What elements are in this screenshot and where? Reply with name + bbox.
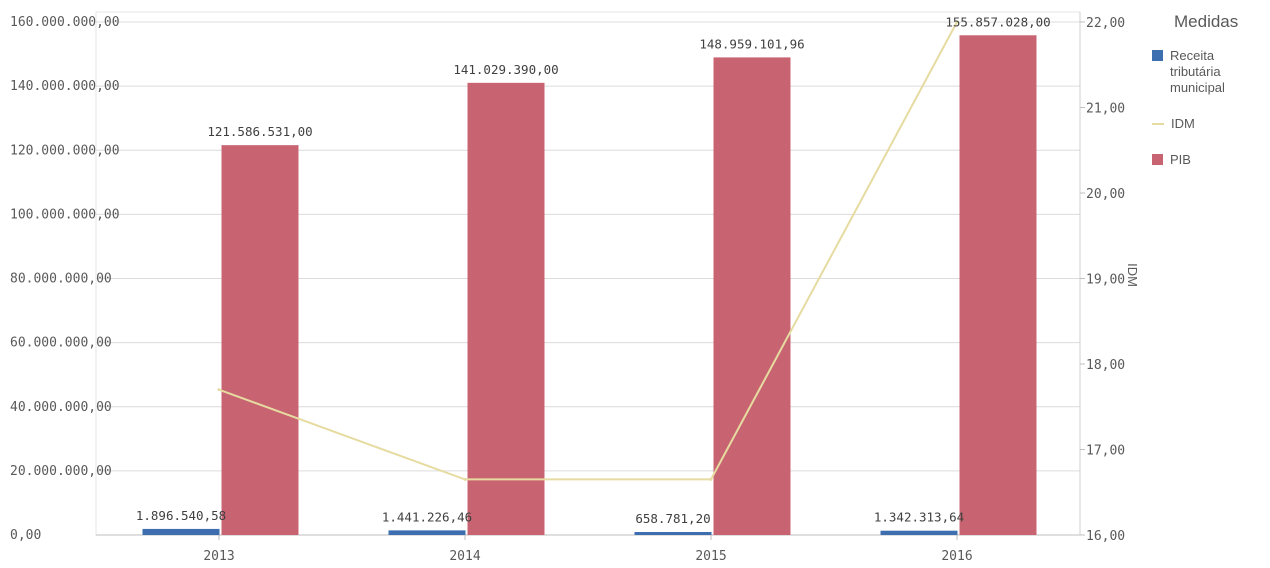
left-tick-label: 0,00 (10, 528, 41, 543)
data-label-pib-2015: 148.959.101,96 (699, 36, 804, 51)
x-tick-label: 2015 (695, 549, 726, 564)
bar-receita-2016 (880, 530, 958, 535)
legend-item-receita[interactable]: Receita tributária municipal (1152, 48, 1268, 96)
bar-receita-2013 (142, 528, 220, 535)
x-axis-ticks: 2013 2014 2015 2016 (203, 535, 973, 564)
legend-label-idm: IDM (1171, 116, 1195, 131)
left-tick-label: 140.000.000,00 (10, 79, 120, 94)
left-tick-label: 120.000.000,00 (10, 143, 120, 158)
legend: Medidas Receita tributária municipal IDM… (1152, 12, 1268, 188)
x-tick-label: 2014 (449, 549, 480, 564)
left-tick-label: 40.000.000,00 (10, 400, 112, 415)
x-tick-label: 2013 (203, 549, 234, 564)
idm-line (218, 21, 958, 481)
legend-item-pib[interactable]: PIB (1152, 152, 1268, 168)
left-tick-label: 80.000.000,00 (10, 272, 112, 287)
legend-title: Medidas (1174, 12, 1239, 31)
right-tick-label: 22,00 (1086, 16, 1125, 31)
data-label-pib-2016: 155.857.028,00 (945, 14, 1050, 29)
left-axis-ticks: 0,00 20.000.000,00 40.000.000,00 60.000.000… (10, 15, 120, 543)
bar-pib-2016 (959, 35, 1037, 535)
legend-label-receita: Receita tributária municipal (1170, 48, 1225, 95)
bar-receita-2015 (634, 532, 712, 535)
idm-line-layer (217, 20, 959, 481)
right-tick-label: 17,00 (1086, 444, 1125, 459)
legend-swatch-receita (1152, 50, 1163, 61)
idm-point-2016 (955, 20, 959, 24)
left-tick-label: 20.000.000,00 (10, 464, 112, 479)
x-tick-label: 2016 (941, 549, 972, 564)
idm-point-2014 (463, 477, 467, 481)
bar-receita-2014 (388, 530, 466, 535)
bars (142, 35, 1037, 536)
data-label-receita-2015: 658.781,20 (635, 511, 710, 526)
left-tick-label: 100.000.000,00 (10, 207, 120, 222)
bar-pib-2013 (221, 145, 299, 535)
right-tick-label: 19,00 (1086, 273, 1125, 288)
right-tick-label: 16,00 (1086, 529, 1125, 544)
right-axis-title: IDM (1125, 263, 1140, 287)
data-label-receita-2013: 1.896.540,58 (136, 508, 226, 523)
idm-point-2013 (217, 388, 221, 392)
bar-pib-2014 (467, 82, 545, 535)
right-axis-ticks: 16,00 17,00 18,00 19,00 20,00 21,00 22,00 (1080, 16, 1125, 544)
idm-point-2015 (709, 477, 713, 481)
right-tick-label: 18,00 (1086, 358, 1125, 373)
data-label-receita-2016: 1.342.313,64 (874, 510, 964, 525)
left-tick-label: 160.000.000,00 (10, 15, 120, 30)
legend-item-idm[interactable]: IDM (1152, 116, 1268, 132)
right-tick-label: 20,00 (1086, 187, 1125, 202)
right-tick-label: 21,00 (1086, 102, 1125, 117)
legend-label-pib: PIB (1170, 152, 1191, 167)
data-labels: 1.896.540,58 1.441.226,46 658.781,20 1.342.… (136, 14, 1051, 526)
bar-pib-2015 (713, 57, 791, 536)
legend-swatch-pib (1152, 154, 1163, 165)
data-label-pib-2014: 141.029.390,00 (453, 62, 558, 77)
left-tick-label: 60.000.000,00 (10, 336, 112, 351)
data-label-pib-2013: 121.586.531,00 (207, 124, 312, 139)
data-label-receita-2014: 1.441.226,46 (382, 509, 472, 524)
legend-swatch-idm (1152, 123, 1164, 125)
